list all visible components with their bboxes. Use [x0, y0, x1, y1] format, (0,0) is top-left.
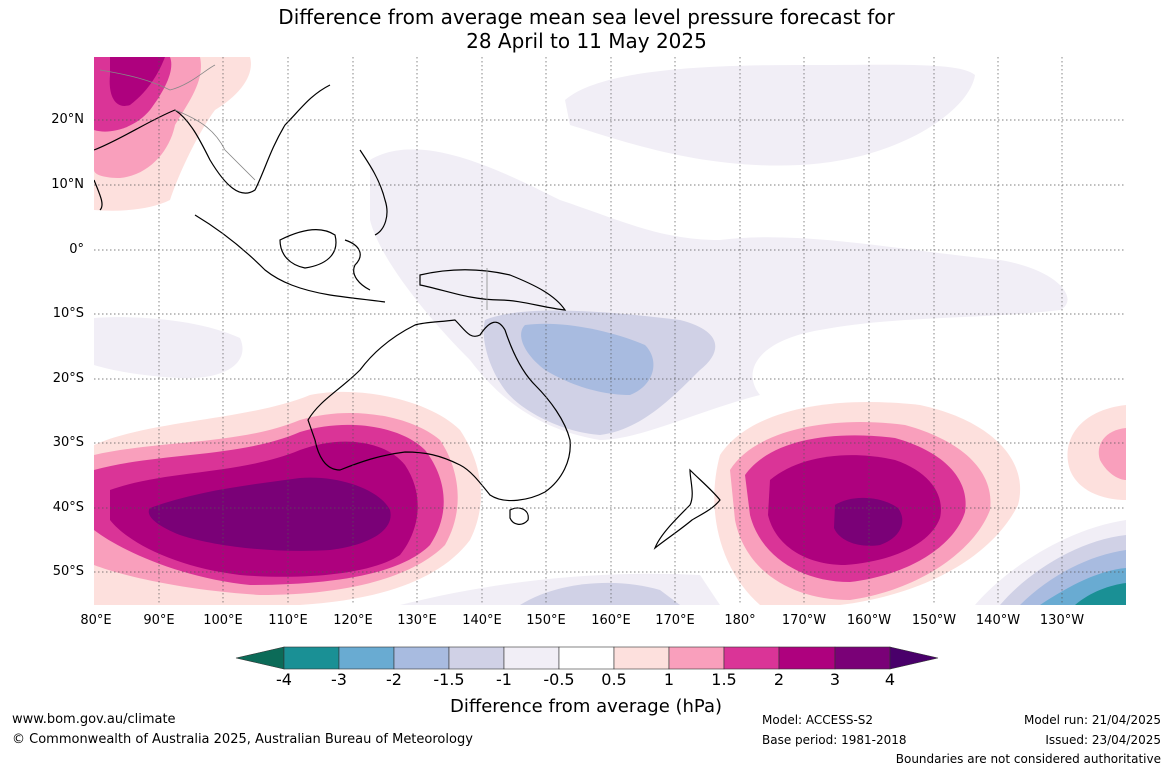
copyright-notice: © Commonwealth of Australia 2025, Austra… [12, 732, 473, 747]
issued-date: Issued: 23/04/2025 [1045, 733, 1161, 747]
graticule [94, 57, 1126, 605]
colorbar-tick-label: 0.5 [601, 670, 627, 689]
lon-label: 170°E [655, 613, 695, 628]
australia-coastline [307, 319, 571, 502]
lon-label: 170°W [781, 613, 827, 628]
colorbar-tick-label: 3 [829, 670, 841, 689]
colorbar [235, 646, 939, 670]
colorbar-tick-label: -1 [496, 670, 512, 689]
weak-low-west-indian-ocean [94, 317, 243, 379]
model-run-date: Model run: 21/04/2025 [1023, 713, 1161, 727]
colorbar-tick-label: 1.5 [711, 670, 737, 689]
lon-label: 130°E [397, 613, 437, 628]
sumatra-java-coastline [194, 214, 386, 303]
colorbar-bin [338, 646, 395, 670]
lon-label: 160°W [846, 613, 892, 628]
base-period: Base period: 1981-2018 [762, 733, 907, 747]
lat-label: 0° [69, 242, 84, 257]
colorbar-bin [393, 646, 450, 670]
lat-label: 50°S [52, 564, 84, 579]
country-borders [99, 64, 488, 310]
weak-low-north-pacific [565, 64, 975, 166]
lon-label: 90°E [143, 613, 175, 628]
colorbar-tick-label: 2 [773, 670, 785, 689]
lon-label: 160°E [591, 613, 631, 628]
colorbar-bin [503, 646, 560, 670]
lat-label: 30°S [52, 435, 84, 450]
lon-label: 110°E [268, 613, 308, 628]
colorbar-bin [723, 646, 780, 670]
weak-low-south-band-2 [520, 582, 680, 605]
sulawesi-coastline [344, 239, 371, 291]
low-anomaly-sep-3 [1075, 583, 1126, 605]
colorbar-tick-label: -0.5 [543, 670, 575, 689]
high-anomaly-enz-3 [834, 497, 903, 546]
low-anomaly-coral-sea-inner [521, 323, 654, 395]
colorbar-bin [613, 646, 670, 670]
map-title-line-1: Difference from average mean sea level p… [278, 5, 895, 29]
website-link[interactable]: www.bom.gov.au/climate [12, 712, 176, 727]
lon-label: 130°W [1039, 613, 1085, 628]
colorbar-max-extension [889, 646, 939, 670]
lon-label: 140°W [975, 613, 1021, 628]
asia-coastline [94, 84, 331, 194]
india-coastline [94, 179, 103, 211]
colorbar-title: Difference from average (hPa) [449, 696, 723, 717]
lon-label: 100°E [203, 613, 243, 628]
colorbar-bin [283, 646, 340, 670]
lon-label: 140°E [462, 613, 502, 628]
borneo-coastline [279, 228, 337, 269]
colorbar-bin [668, 646, 725, 670]
colorbar-tick-label: -2 [386, 670, 402, 689]
lon-label: 150°W [911, 613, 957, 628]
lat-label: 10°S [52, 306, 84, 321]
model-name: Model: ACCESS-S2 [762, 713, 874, 727]
lat-label: 20°N [51, 112, 84, 127]
colorbar-tick-label: 4 [884, 670, 896, 689]
colorbar-tick-label: -1.5 [433, 670, 465, 689]
lat-label: 10°N [51, 177, 84, 192]
high-anomaly-sio-3 [148, 477, 391, 551]
colorbar-bin [448, 646, 505, 670]
philippines-coastline [359, 149, 388, 236]
colorbar-tick-label: -3 [331, 670, 347, 689]
colorbar-bin [558, 646, 615, 670]
lat-label: 20°S [52, 371, 84, 386]
high-anomaly-tibet-3 [109, 57, 165, 106]
colorbar-tick-label: 1 [663, 670, 675, 689]
lon-label: 120°E [333, 613, 373, 628]
lon-label: 80°E [80, 613, 112, 628]
new-zealand-coastline [653, 468, 721, 550]
colorbar-bin [778, 646, 836, 670]
new-guinea-coastline [419, 269, 567, 311]
coastlines [94, 84, 721, 550]
colorbar-tick-label: -4 [276, 670, 292, 689]
high-anomaly-east-edge-1 [1098, 428, 1126, 480]
lon-label: 150°E [526, 613, 566, 628]
lat-label: 40°S [52, 500, 84, 515]
map-plot-area [94, 57, 1126, 605]
boundary-disclaimer: Boundaries are not considered authoritat… [895, 752, 1161, 766]
map-title-line-2: 28 April to 11 May 2025 [466, 29, 707, 53]
colorbar-bin [834, 646, 891, 670]
lon-label: 180° [724, 613, 756, 628]
high-anomaly-east-edge-05 [1067, 405, 1126, 500]
colorbar-min-extension [235, 646, 285, 670]
